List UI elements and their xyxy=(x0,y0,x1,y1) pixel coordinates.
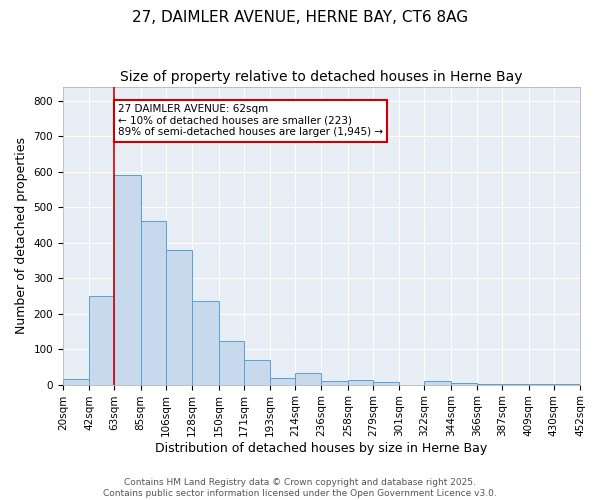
Bar xyxy=(89,296,115,384)
X-axis label: Distribution of detached houses by size in Herne Bay: Distribution of detached houses by size … xyxy=(155,442,488,455)
Title: Size of property relative to detached houses in Herne Bay: Size of property relative to detached ho… xyxy=(120,70,523,84)
Bar xyxy=(348,380,373,384)
Bar xyxy=(141,222,166,384)
Bar xyxy=(218,342,244,384)
Bar xyxy=(270,378,295,384)
Bar xyxy=(63,378,89,384)
Bar xyxy=(295,373,322,384)
Bar xyxy=(424,381,451,384)
Text: 27, DAIMLER AVENUE, HERNE BAY, CT6 8AG: 27, DAIMLER AVENUE, HERNE BAY, CT6 8AG xyxy=(132,10,468,25)
Bar xyxy=(322,380,348,384)
Bar xyxy=(166,250,192,384)
Bar xyxy=(192,301,218,384)
Bar xyxy=(244,360,270,384)
Y-axis label: Number of detached properties: Number of detached properties xyxy=(15,137,28,334)
Bar xyxy=(115,176,141,384)
Bar xyxy=(373,382,399,384)
Text: Contains HM Land Registry data © Crown copyright and database right 2025.
Contai: Contains HM Land Registry data © Crown c… xyxy=(103,478,497,498)
Bar xyxy=(451,383,477,384)
Text: 27 DAIMLER AVENUE: 62sqm
← 10% of detached houses are smaller (223)
89% of semi-: 27 DAIMLER AVENUE: 62sqm ← 10% of detach… xyxy=(118,104,383,138)
